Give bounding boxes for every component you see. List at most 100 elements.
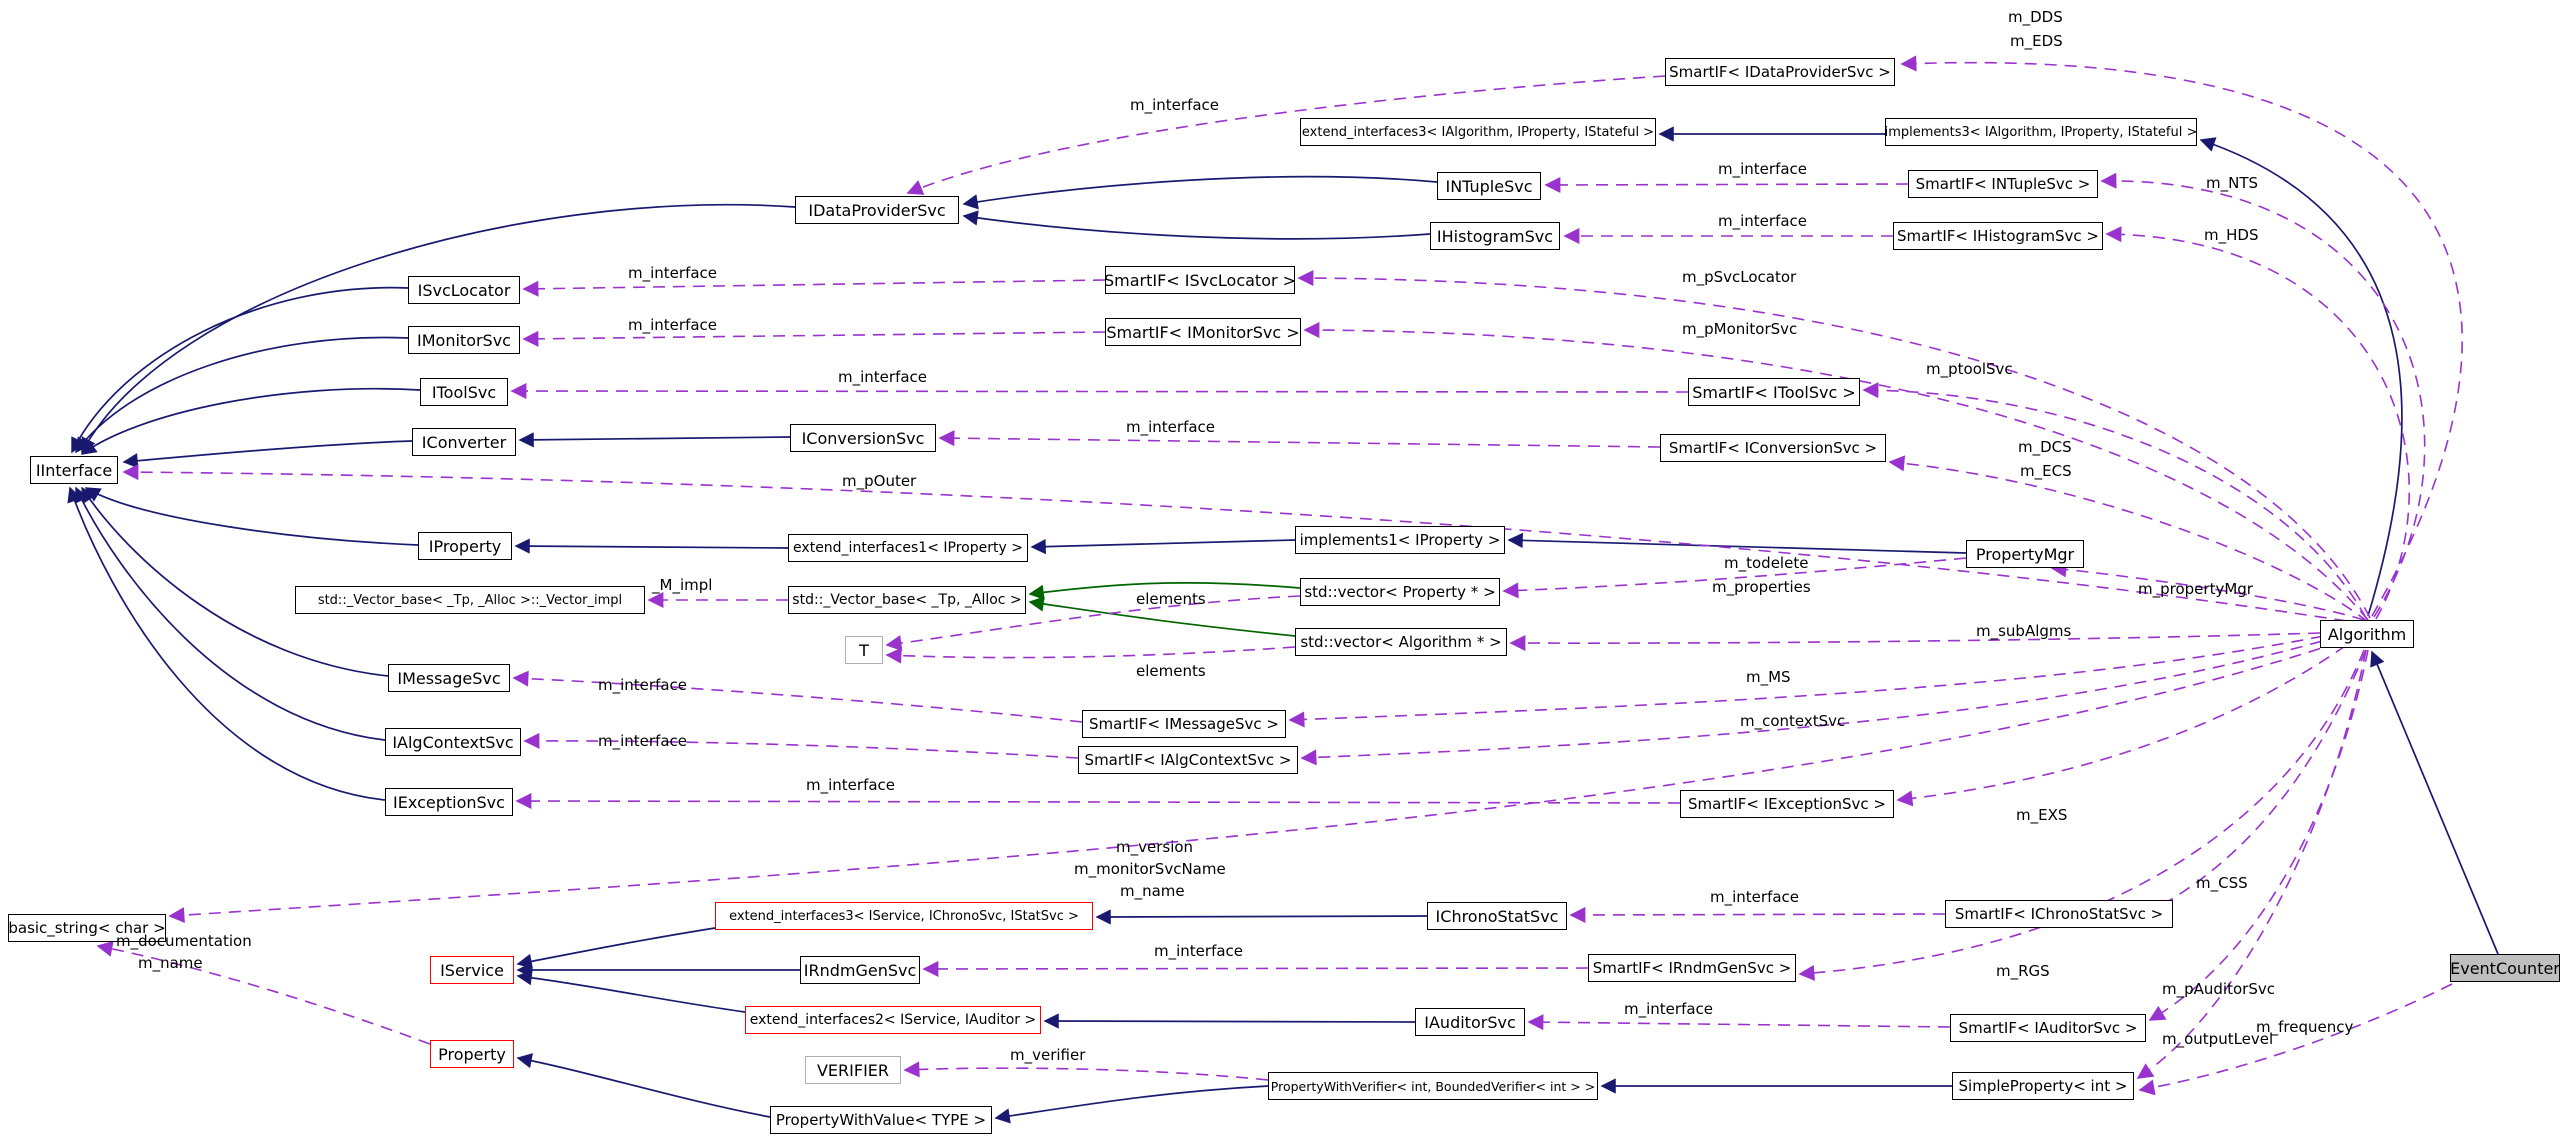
node-smartif-iexceptionsvc[interactable]: SmartIF< IExceptionSvc > bbox=[1680, 790, 1894, 818]
node-smartif-iauditorsvc[interactable]: SmartIF< IAuditorSvc > bbox=[1950, 1014, 2146, 1042]
node-simpleproperty-int[interactable]: SimpleProperty< int > bbox=[1952, 1072, 2134, 1100]
edge-iexceptionsvc-iinterface bbox=[67, 486, 386, 801]
node-iinterface[interactable]: IInterface bbox=[30, 456, 118, 484]
edge-smartif-intuple-intuplesvc bbox=[1544, 176, 1909, 193]
node-smartif-idataprovidersvc[interactable]: SmartIF< IDataProviderSvc > bbox=[1665, 58, 1895, 86]
edge-label-m-interface: m_interface bbox=[1130, 96, 1220, 114]
node-smartif-imessagesvc[interactable]: SmartIF< IMessageSvc > bbox=[1082, 710, 1286, 738]
edge-label-elements: elements bbox=[1136, 662, 1206, 680]
node-propertymgr[interactable]: PropertyMgr bbox=[1966, 540, 2084, 568]
edge-idataprovidersvc-iinterface bbox=[81, 203, 796, 454]
edge-label-m-dcs: m_DCS bbox=[2018, 438, 2072, 456]
node-extend-interfaces3-iservice[interactable]: extend_interfaces3< IService, IChronoSvc… bbox=[715, 902, 1093, 930]
edge-propertywithverifier-verifier bbox=[903, 1061, 1269, 1081]
node-imonitorsvc[interactable]: IMonitorSvc bbox=[408, 326, 520, 354]
node-iconversionsvc[interactable]: IConversionSvc bbox=[790, 424, 936, 452]
node-intuplesvc[interactable]: INTupleSvc bbox=[1437, 172, 1541, 200]
node-iproperty[interactable]: IProperty bbox=[418, 532, 512, 560]
edge-propertymgr-implements1 bbox=[1507, 532, 1967, 554]
node-template-param-t: T bbox=[845, 636, 883, 664]
node-extend-interfaces1-iproperty[interactable]: extend_interfaces1< IProperty > bbox=[788, 534, 1028, 562]
edge-label-m-pauditorsvc: m_pAuditorSvc bbox=[2162, 980, 2275, 998]
node-implements1-iproperty[interactable]: implements1< IProperty > bbox=[1295, 526, 1505, 554]
edge-label-m-ptoolsvc: m_ptoolSvc bbox=[1926, 360, 2013, 378]
node-imessagesvc[interactable]: IMessageSvc bbox=[388, 664, 510, 692]
edge-algorithm-vectoralgorithm bbox=[1509, 632, 2321, 652]
node-ihistogramsvc[interactable]: IHistogramSvc bbox=[1430, 222, 1560, 250]
edge-extendinterfaces1-iproperty bbox=[514, 538, 789, 554]
node-extend-interfaces2-iservice-iauditor[interactable]: extend_interfaces2< IService, IAuditor > bbox=[745, 1006, 1041, 1034]
edge-label-m-interface: m_interface bbox=[838, 368, 928, 386]
node-isvclocator[interactable]: ISvcLocator bbox=[408, 276, 520, 304]
node-propertywithverifier[interactable]: PropertyWithVerifier< int, BoundedVerifi… bbox=[1268, 1072, 1598, 1100]
node-iexceptionsvc[interactable]: IExceptionSvc bbox=[385, 788, 513, 816]
edge-label-m-dds: m_DDS bbox=[2008, 8, 2063, 26]
edge-label-m-interface: m_interface bbox=[598, 732, 688, 750]
edge-iauditorsvc-extendinterfaces2 bbox=[1043, 1013, 1416, 1029]
node-propertywithvalue-type[interactable]: PropertyWithValue< TYPE > bbox=[770, 1106, 992, 1134]
node-extend-interfaces3-ialgorithm[interactable]: extend_interfaces3< IAlgorithm, IPropert… bbox=[1300, 118, 1656, 146]
edge-isvclocator-iinterface bbox=[71, 286, 409, 454]
edge-smartif-ialgctx-ialgcontextsvc bbox=[523, 732, 1079, 759]
node-smartif-ichronostatsvc[interactable]: SmartIF< IChronoStatSvc > bbox=[1945, 900, 2173, 928]
node-smartif-intuplesvc[interactable]: SmartIF< INTupleSvc > bbox=[1908, 170, 2098, 198]
edge-label-m-frequency: m_frequency bbox=[2256, 1018, 2354, 1036]
edge-label-m-outputlevel: m_outputLevel bbox=[2162, 1030, 2274, 1048]
node-idataprovidersvc[interactable]: IDataProviderSvc bbox=[795, 196, 959, 224]
node-smartif-ihistogramsvc[interactable]: SmartIF< IHistogramSvc > bbox=[1893, 222, 2103, 250]
node-itoolsvc[interactable]: IToolSvc bbox=[420, 378, 508, 406]
edge-label-m-pouter: m_pOuter bbox=[842, 472, 917, 490]
edge-label-m-interface: m_interface bbox=[1624, 1000, 1714, 1018]
node-eventcounter: EventCounter bbox=[2450, 954, 2560, 982]
node-template-param-verifier: VERIFIER bbox=[805, 1056, 901, 1084]
edge-algorithm-smartif-ialgctx bbox=[1300, 629, 2361, 766]
edge-iconversionsvc-iconverter bbox=[518, 432, 791, 448]
edge-algorithm-smartif-iexc bbox=[1896, 633, 2363, 807]
node-iconverter[interactable]: IConverter bbox=[412, 428, 516, 456]
node-smartif-imonitorsvc[interactable]: SmartIF< IMonitorSvc > bbox=[1105, 318, 1301, 346]
edge-smartif-imon-imonitorsvc bbox=[522, 330, 1106, 347]
node-property[interactable]: Property bbox=[430, 1040, 514, 1068]
edge-imonitorsvc-iinterface bbox=[75, 336, 409, 454]
edge-label-m-todelete: m_todelete bbox=[1724, 554, 1809, 572]
edge-label-m-interface: m_interface bbox=[628, 264, 718, 282]
node-ichronostatsvc[interactable]: IChronoStatSvc bbox=[1427, 902, 1567, 930]
edge-algorithm-smartif-isvcloc bbox=[1297, 270, 2371, 619]
node-ialgcontextsvc[interactable]: IAlgContextSvc bbox=[385, 728, 521, 756]
edge-label-m-documentation: m_documentation bbox=[116, 932, 252, 950]
node-vector-base: std::_Vector_base< _Tp, _Alloc > bbox=[788, 586, 1026, 614]
node-iservice[interactable]: IService bbox=[430, 956, 514, 984]
node-smartif-iconversionsvc[interactable]: SmartIF< IConversionSvc > bbox=[1660, 434, 1886, 462]
edge-label-elements: elements bbox=[1136, 590, 1206, 608]
node-algorithm[interactable]: Algorithm bbox=[2320, 620, 2414, 648]
node-smartif-ialgcontextsvc[interactable]: SmartIF< IAlgContextSvc > bbox=[1078, 746, 1298, 774]
edge-label-m-propertymgr: m_propertyMgr bbox=[2138, 580, 2253, 598]
edge-label-m-contextsvc: m_contextSvc bbox=[1740, 712, 1846, 730]
edge-smartif-iconv-iconversionsvc bbox=[938, 430, 1661, 448]
edge-ihistogramsvc-idataprovidersvc bbox=[962, 210, 1431, 240]
edge-label-m-monitorsvcname: m_monitorSvcName bbox=[1074, 860, 1226, 878]
node-smartif-itoolsvc[interactable]: SmartIF< IToolSvc > bbox=[1688, 378, 1860, 406]
node-irndmgensvc[interactable]: IRndmGenSvc bbox=[800, 956, 920, 984]
node-iauditorsvc[interactable]: IAuditorSvc bbox=[1415, 1008, 1525, 1036]
edge-vectorproperty-vectorbase bbox=[1028, 582, 1301, 600]
edge-imessagesvc-iinterface bbox=[81, 486, 389, 677]
node-vector-algorithm: std::vector< Algorithm * > bbox=[1295, 628, 1507, 656]
node-smartif-isvclocator[interactable]: SmartIF< ISvcLocator > bbox=[1104, 266, 1296, 294]
edge-algorithm-smartif-imsg bbox=[1288, 627, 2363, 728]
edge-intuplesvc-idataprovidersvc bbox=[962, 175, 1438, 210]
edge-label-m-impl: _M_impl bbox=[652, 576, 713, 594]
edge-algorithm-smartif-intuple bbox=[2100, 172, 2426, 618]
edge-label-m-eds: m_EDS bbox=[2010, 32, 2063, 50]
edge-ialgcontextsvc-iinterface bbox=[75, 486, 386, 741]
node-smartif-irndmgensvc[interactable]: SmartIF< IRndmGenSvc > bbox=[1588, 954, 1796, 982]
edge-algorithm-smartif-ihist bbox=[2105, 226, 2411, 620]
edge-label-m-interface: m_interface bbox=[1126, 418, 1216, 436]
edge-smartif-itool-itoolsvc bbox=[510, 383, 1689, 400]
edge-vectoralgorithm-t bbox=[885, 646, 1296, 664]
edge-label-m-interface: m_interface bbox=[628, 316, 718, 334]
node-implements3-ialgorithm[interactable]: implements3< IAlgorithm, IProperty, ISta… bbox=[1885, 118, 2197, 146]
edge-property-basicstring bbox=[96, 940, 431, 1045]
